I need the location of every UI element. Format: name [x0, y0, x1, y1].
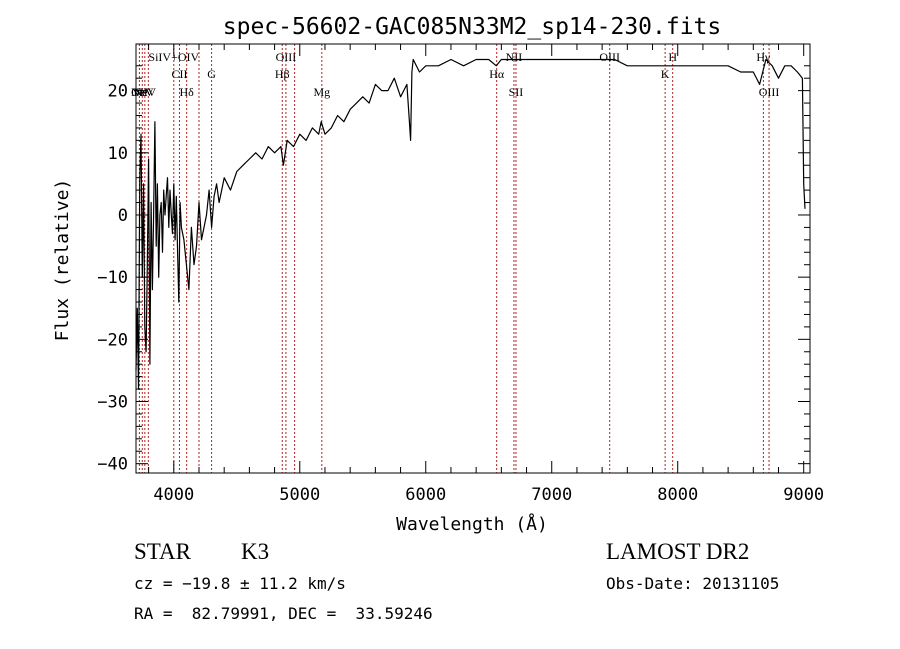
spectral-line-label: G	[207, 67, 216, 81]
spectral-line-label: NII	[506, 50, 523, 64]
spectral-line-label: K	[661, 67, 670, 81]
y-tick-label: 20	[108, 82, 128, 102]
spectral-line-label: Mg	[313, 85, 330, 99]
y-tick-label: 0	[118, 206, 128, 226]
x-tick-label: 7000	[531, 485, 572, 505]
spectral-line-label: Hβ	[275, 67, 290, 81]
x-tick-label: 6000	[405, 485, 446, 505]
spectral-line-label: SiIV+OIV	[148, 50, 199, 64]
spectral-line-label: CII	[171, 67, 187, 81]
y-tick-label: −30	[97, 393, 128, 413]
y-axis-label: Flux (relative)	[52, 179, 73, 342]
spectral-line-label: OIII	[759, 85, 780, 99]
chart-title: spec-56602-GAC085N33M2_sp14-230.fits	[223, 14, 722, 40]
y-tick-label: −10	[97, 268, 128, 288]
object-class: STAR	[134, 539, 191, 564]
obs-date: Obs-Date: 20131105	[606, 574, 780, 593]
spectral-line-label: OIII	[599, 50, 620, 64]
spectral-line-label: NeV	[133, 85, 156, 99]
spectral-line-label: OIII	[276, 50, 297, 64]
x-tick-label: 9000	[783, 485, 824, 505]
spectral-subclass: K3	[241, 539, 270, 564]
spectral-line-label: H	[668, 50, 677, 64]
x-tick-label: 8000	[657, 485, 698, 505]
y-tick-label: −20	[97, 330, 128, 350]
redshift-value: cz = −19.8 ± 11.2 km/s	[134, 574, 346, 593]
x-tick-label: 5000	[279, 485, 320, 505]
y-tick-label: 10	[108, 144, 128, 164]
y-tick-label: −40	[97, 455, 128, 475]
flux-series-line	[135, 58, 806, 390]
spectral-line-label: OII	[131, 85, 148, 99]
plot-frame	[135, 43, 811, 474]
coordinates: RA = 82.79991, DEC = 33.59246	[134, 604, 433, 623]
x-tick-label: 4000	[153, 485, 194, 505]
survey-name: LAMOST DR2	[606, 539, 750, 564]
spectral-line-label: Hα	[489, 67, 505, 81]
spectral-line-label: NeV	[131, 85, 154, 99]
spectral-line-label: Hδ	[179, 85, 194, 99]
spectral-line-label: SII	[509, 85, 524, 99]
x-axis-label: Wavelength (Å)	[396, 513, 548, 535]
spectral-line-label: Hγ	[756, 50, 771, 64]
axes: 4000 5000 6000 7000 8000 9000 −40 −30 −20 −10 0 10 2…	[97, 43, 824, 505]
series-layer	[135, 58, 806, 390]
